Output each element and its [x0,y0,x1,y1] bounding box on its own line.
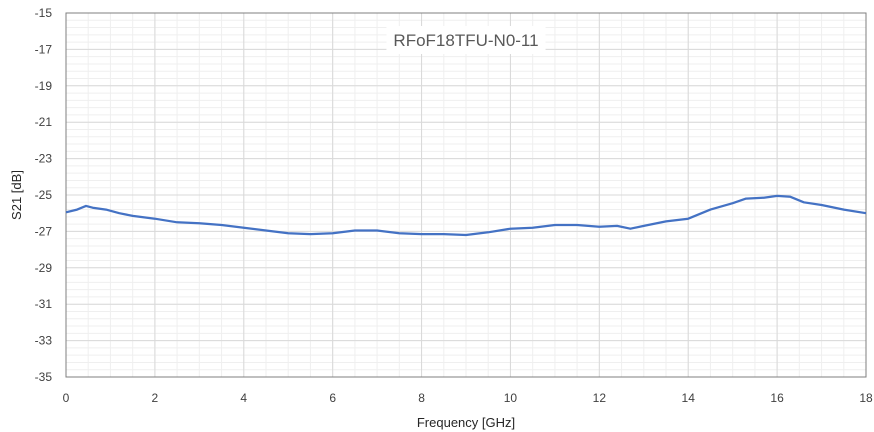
x-axis-title: Frequency [GHz] [417,415,515,430]
series-group [65,194,867,237]
x-tick-label: 4 [240,391,247,405]
x-tick-label: 12 [593,391,607,405]
x-axis-tick-labels: 0 2 4 6 8 10 12 14 16 18 [63,391,873,405]
y-tick-label: -25 [35,188,53,202]
x-tick-label: 14 [682,391,696,405]
y-tick-label: -27 [35,224,53,238]
y-tick-label: -31 [35,297,53,311]
chart-title: RFoF18TFU-N0-11 [393,31,538,50]
chart-title-background [386,26,546,54]
y-tick-label: -17 [35,42,53,56]
y-tick-label: -29 [35,261,53,275]
plot-area-border [65,12,867,378]
x-tick-label: 0 [63,391,70,405]
y-tick-label: -23 [35,152,53,166]
y-tick-label: -35 [35,370,53,384]
series-line [65,194,867,237]
y-axis-title: S21 [dB] [9,170,24,220]
x-tick-label: 6 [329,391,336,405]
x-tick-label: 2 [152,391,159,405]
y-tick-label: -15 [35,6,53,20]
x-tick-label: 10 [504,391,518,405]
y-tick-label: -33 [35,334,53,348]
x-tick-label: 18 [859,391,873,405]
x-tick-label: 8 [418,391,425,405]
y-tick-label: -19 [35,79,53,93]
y-axis-tick-labels: -35 -33 -31 -29 -27 -25 -23 -21 -19 -17 -15 [35,6,53,384]
x-tick-label: 16 [770,391,784,405]
y-tick-label: -21 [35,115,53,129]
